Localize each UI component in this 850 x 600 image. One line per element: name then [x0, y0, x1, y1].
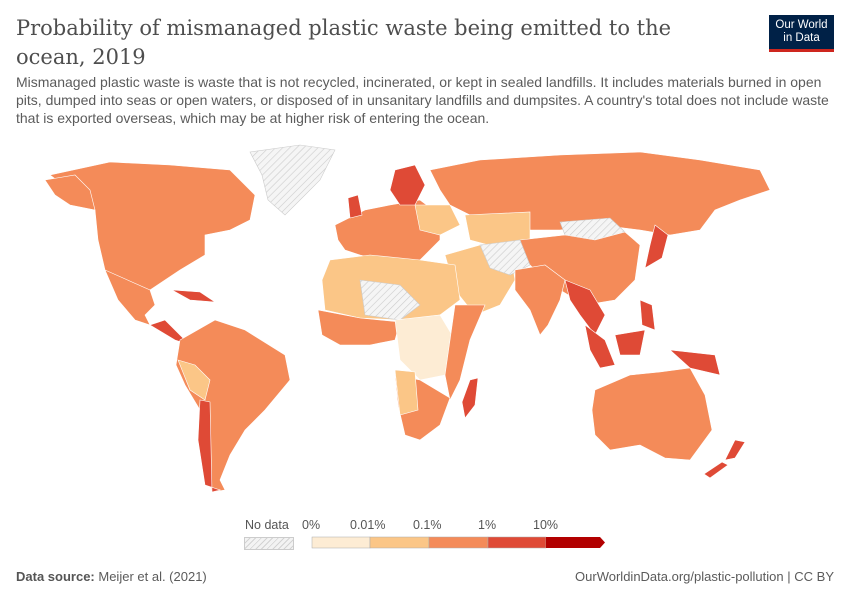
region-southern-africa-inland[interactable]	[394, 369, 419, 416]
region-new-zealand[interactable]	[703, 439, 746, 479]
logo-line-1: Our World	[775, 19, 828, 31]
region-philippines[interactable]	[639, 299, 656, 331]
region-peru-bolivia[interactable]	[177, 359, 211, 401]
separator: |	[787, 569, 791, 584]
source-label: Data source:	[16, 569, 95, 584]
legend-no-data-label: No data	[245, 518, 289, 532]
region-japan[interactable]	[644, 224, 669, 269]
world-map[interactable]	[0, 140, 850, 500]
license-link[interactable]: CC BY	[794, 569, 834, 584]
legend-bin-3[interactable]	[487, 536, 547, 549]
region-india[interactable]	[514, 264, 566, 336]
region-scandinavia[interactable]	[389, 164, 426, 206]
legend-tick-2: 0.1%	[413, 518, 442, 532]
region-indonesia[interactable]	[584, 324, 721, 376]
region-caribbean[interactable]	[171, 289, 217, 303]
region-west-africa[interactable]	[317, 309, 401, 346]
region-australia[interactable]	[591, 367, 713, 461]
region-alaska[interactable]	[44, 174, 96, 211]
data-source: Data source: Meijer et al. (2021)	[16, 569, 207, 584]
legend-tick-1: 0.01%	[350, 518, 386, 532]
region-sahel[interactable]	[359, 279, 421, 321]
region-madagascar[interactable]	[461, 377, 479, 419]
region-eastern-europe[interactable]	[414, 204, 461, 236]
legend-tick-0: 0%	[302, 518, 321, 532]
source-link[interactable]: OurWorldinData.org/plastic-pollution	[575, 569, 784, 584]
chart-title: Probability of mismanaged plastic waste …	[16, 16, 672, 69]
region-south-america[interactable]	[175, 319, 291, 493]
source-text: Meijer et al. (2021)	[98, 569, 207, 584]
legend-bin-1[interactable]	[369, 536, 430, 549]
region-chile[interactable]	[197, 399, 222, 493]
logo-line-2: in Data	[783, 32, 820, 44]
region-canada-usa[interactable]	[49, 161, 256, 291]
region-greenland[interactable]	[249, 144, 336, 216]
legend-bin-2[interactable]	[428, 536, 489, 549]
legend-bin-4[interactable]	[546, 537, 605, 548]
region-east-africa[interactable]	[444, 304, 486, 401]
footer-right: OurWorldinData.org/plastic-pollution | C…	[575, 569, 834, 584]
chart-subtitle: Mismanaged plastic waste is waste that i…	[16, 74, 829, 126]
legend-bin-0[interactable]	[311, 536, 371, 549]
legend-tick-4: 10%	[533, 518, 559, 532]
legend-no-data-swatch[interactable]	[244, 537, 294, 550]
region-mexico[interactable]	[104, 269, 156, 326]
legend-tick-3: 1%	[478, 518, 497, 532]
region-uk[interactable]	[347, 194, 363, 219]
owid-logo[interactable]: Our World in Data	[769, 15, 834, 52]
legend-color-scale	[311, 536, 605, 549]
region-europe[interactable]	[334, 199, 441, 266]
